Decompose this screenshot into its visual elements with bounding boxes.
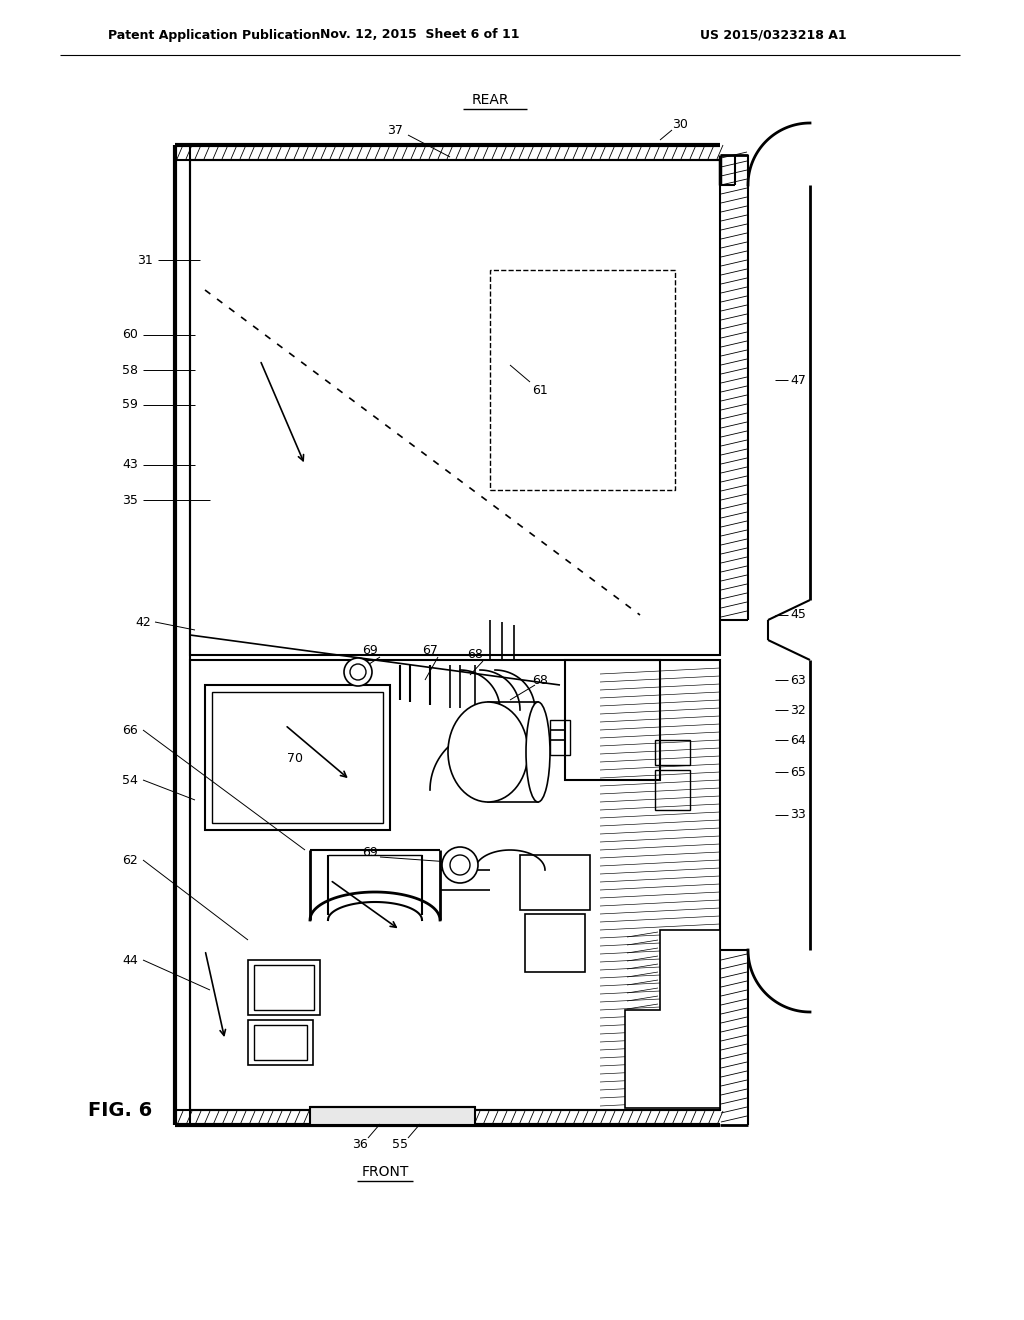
Text: 63: 63: [790, 673, 806, 686]
Text: 42: 42: [135, 615, 151, 628]
Bar: [205, 685, 390, 830]
Bar: [565, 660, 660, 780]
Text: FIG. 6: FIG. 6: [88, 1101, 153, 1119]
Bar: [254, 965, 314, 1010]
Text: FRONT: FRONT: [361, 1166, 409, 1179]
Text: 44: 44: [122, 953, 138, 966]
Text: 67: 67: [422, 644, 438, 656]
Text: Patent Application Publication: Patent Application Publication: [108, 29, 321, 41]
Text: REAR: REAR: [471, 92, 509, 107]
Bar: [212, 692, 383, 822]
Text: 59: 59: [122, 399, 138, 412]
Text: 47: 47: [790, 374, 806, 387]
Text: 37: 37: [387, 124, 402, 136]
Bar: [520, 855, 590, 909]
Text: 60: 60: [122, 329, 138, 342]
Bar: [488, 702, 538, 803]
Text: 33: 33: [790, 808, 806, 821]
Text: 31: 31: [137, 253, 153, 267]
Ellipse shape: [449, 702, 528, 803]
Bar: [655, 770, 690, 810]
Text: 30: 30: [672, 119, 688, 132]
Bar: [254, 1026, 307, 1060]
Bar: [310, 1107, 475, 1125]
Text: 68: 68: [532, 673, 548, 686]
Text: 58: 58: [122, 363, 138, 376]
Text: 70: 70: [287, 751, 303, 764]
Text: 68: 68: [467, 648, 483, 661]
Text: Nov. 12, 2015  Sheet 6 of 11: Nov. 12, 2015 Sheet 6 of 11: [321, 29, 520, 41]
Text: 64: 64: [790, 734, 806, 747]
Text: 36: 36: [352, 1138, 368, 1151]
Bar: [550, 719, 570, 755]
Bar: [655, 741, 690, 766]
Text: US 2015/0323218 A1: US 2015/0323218 A1: [700, 29, 847, 41]
Ellipse shape: [526, 702, 550, 803]
Text: 43: 43: [122, 458, 138, 471]
Text: 45: 45: [790, 609, 806, 622]
Bar: [248, 960, 319, 1015]
Circle shape: [450, 855, 470, 875]
Text: 69: 69: [362, 846, 378, 858]
Circle shape: [442, 847, 478, 883]
Bar: [190, 160, 720, 655]
Circle shape: [344, 657, 372, 686]
Text: 69: 69: [362, 644, 378, 656]
Bar: [190, 660, 720, 1110]
Text: 35: 35: [122, 494, 138, 507]
Text: 54: 54: [122, 774, 138, 787]
Text: 32: 32: [790, 704, 806, 717]
Text: 65: 65: [790, 766, 806, 779]
Circle shape: [350, 664, 366, 680]
Bar: [248, 1020, 313, 1065]
Text: 66: 66: [122, 723, 138, 737]
Text: 55: 55: [392, 1138, 408, 1151]
Text: 62: 62: [122, 854, 138, 866]
Polygon shape: [625, 931, 720, 1107]
Bar: [525, 913, 585, 972]
Bar: [490, 271, 675, 490]
Text: 61: 61: [532, 384, 548, 396]
